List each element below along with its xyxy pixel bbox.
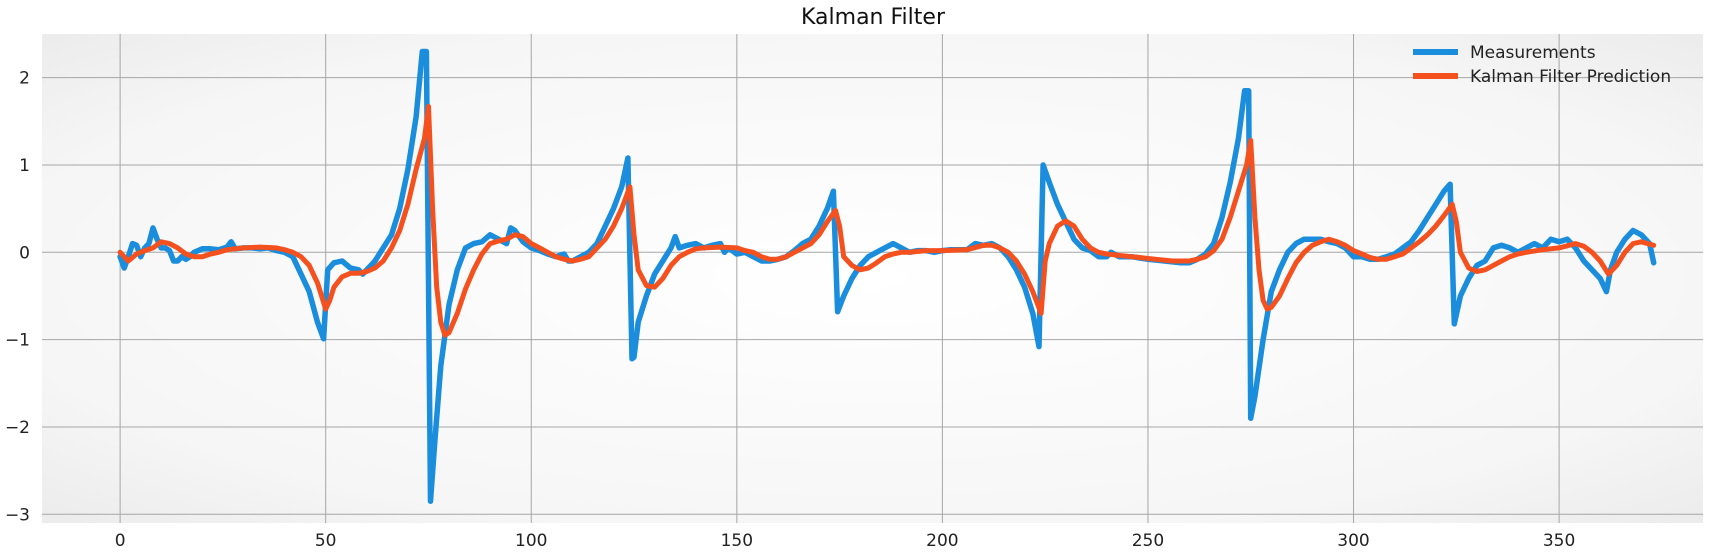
y-tick-label: 1 <box>19 156 30 176</box>
x-tick-label: 300 <box>1337 531 1369 551</box>
series-layer <box>117 48 1657 504</box>
x-tick-label: 200 <box>926 531 958 551</box>
chart-title: Kalman Filter <box>801 5 946 30</box>
legend: Measurements Kalman Filter Prediction <box>1413 43 1671 87</box>
x-tick-label: 250 <box>1132 531 1164 551</box>
x-tick-label: 50 <box>315 531 337 551</box>
legend-label-measurements: Measurements <box>1470 43 1596 63</box>
y-tick-label: 0 <box>19 243 30 263</box>
y-tick-label: −2 <box>5 418 30 438</box>
y-tick-label: −3 <box>5 505 30 525</box>
legend-label-kalman-prediction: Kalman Filter Prediction <box>1470 67 1671 87</box>
y-tick-label: −1 <box>5 331 30 351</box>
y-tick-labels: 2 1 0 −1 −2 −3 <box>5 69 30 526</box>
y-tick-label: 2 <box>19 69 30 89</box>
x-tick-label: 0 <box>115 531 126 551</box>
x-tick-label: 150 <box>721 531 753 551</box>
plot-area <box>42 34 1703 523</box>
x-tick-labels: 0 50 100 150 200 250 300 350 <box>115 531 1576 551</box>
x-tick-label: 100 <box>515 531 547 551</box>
x-tick-label: 350 <box>1543 531 1575 551</box>
kalman-prediction-line <box>117 104 1657 338</box>
